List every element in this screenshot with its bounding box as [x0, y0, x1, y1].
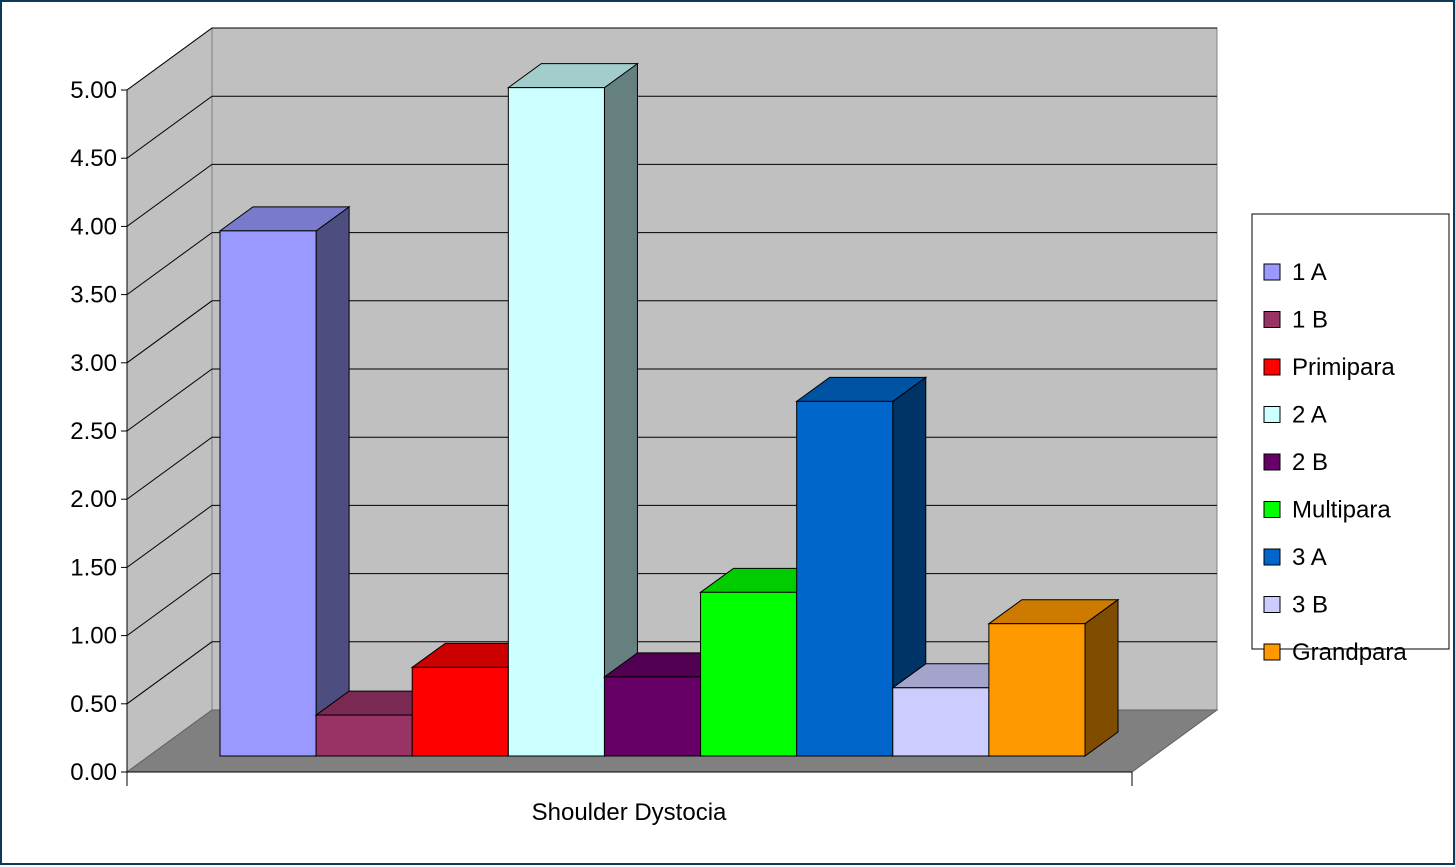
legend-swatch [1263, 548, 1281, 566]
legend-label: Multipara [1292, 497, 1391, 524]
bar-grandpara [988, 623, 1086, 757]
bar-multipara [700, 591, 798, 757]
y-tick-label: 5.00 [70, 77, 117, 104]
y-tick-label: 2.00 [70, 486, 117, 513]
bar-3-a [796, 400, 894, 757]
legend-swatch [1263, 406, 1281, 423]
bar-side-grandpara [1084, 598, 1119, 757]
gridline [126, 232, 1217, 296]
gridline [126, 163, 1217, 227]
legend-label: 1 A [1292, 259, 1327, 286]
gridline [126, 27, 1217, 91]
bar-side-1-a [315, 205, 350, 757]
y-tick-label: 2.50 [70, 418, 117, 445]
x-category-label: Shoulder Dystocia [532, 799, 727, 826]
legend [1251, 213, 1450, 650]
y-tick-label: 4.00 [70, 213, 117, 240]
bar-2-b [603, 676, 702, 757]
bar-side-2-a [603, 62, 638, 757]
legend-swatch [1263, 358, 1281, 376]
legend-label: 2 A [1292, 402, 1327, 429]
legend-swatch [1263, 596, 1281, 613]
legend-swatch [1263, 311, 1281, 328]
bar-primipara [411, 666, 509, 757]
legend-label: Grandpara [1292, 639, 1407, 666]
gridline [126, 368, 1217, 432]
legend-label: 3 B [1292, 592, 1328, 619]
y-tick-label: 0.50 [70, 691, 117, 718]
y-tick-label: 3.50 [70, 282, 117, 309]
legend-label: 1 B [1292, 307, 1328, 334]
legend-swatch [1263, 453, 1281, 471]
gridline [126, 300, 1217, 364]
y-tick-label: 1.50 [70, 554, 117, 581]
y-tick-label: 0.00 [70, 759, 117, 786]
bar-1-a [219, 230, 317, 757]
y-tick-label: 1.00 [70, 623, 117, 650]
gridline [126, 95, 1217, 159]
legend-swatch [1263, 263, 1281, 281]
legend-label: Primipara [1292, 354, 1395, 381]
legend-swatch [1263, 643, 1281, 661]
bar-3-b [892, 687, 990, 757]
bar-1-b [315, 714, 413, 757]
y-tick-label: 4.50 [70, 145, 117, 172]
legend-label: 3 A [1292, 544, 1327, 571]
bar-2-a [507, 87, 605, 757]
legend-swatch [1263, 501, 1281, 518]
y-tick-label: 3.00 [70, 350, 117, 377]
legend-label: 2 B [1292, 449, 1328, 476]
